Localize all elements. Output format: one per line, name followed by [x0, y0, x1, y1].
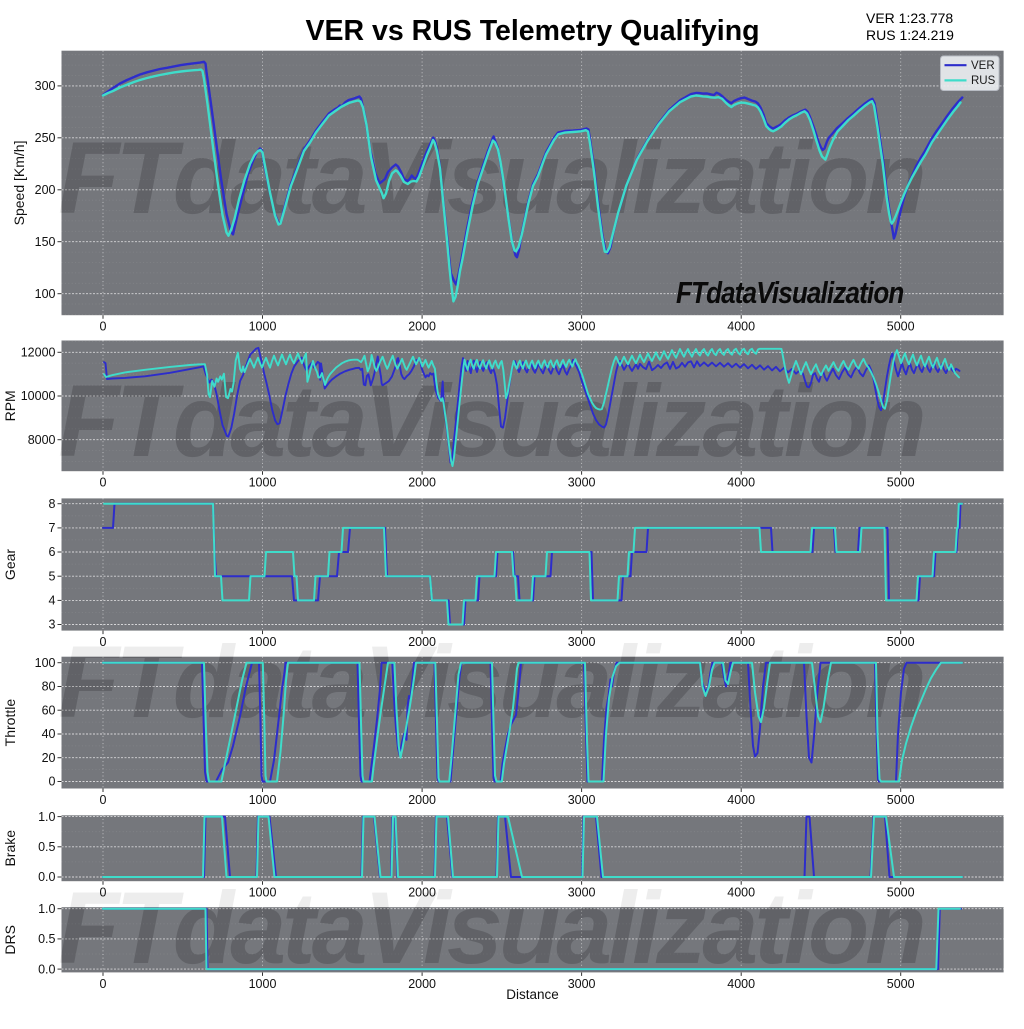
svg-text:300: 300 — [35, 79, 56, 93]
svg-text:1000: 1000 — [249, 476, 277, 490]
svg-text:FTdataVisualization: FTdataVisualization — [58, 871, 923, 985]
svg-text:Throttle: Throttle — [2, 699, 18, 747]
svg-text:150: 150 — [35, 235, 56, 249]
svg-text:3000: 3000 — [568, 635, 596, 649]
svg-text:FTdataVisualization: FTdataVisualization — [58, 364, 923, 478]
svg-text:Speed [Km/h]: Speed [Km/h] — [11, 141, 27, 226]
svg-text:4000: 4000 — [727, 635, 755, 649]
svg-text:0.5: 0.5 — [38, 932, 55, 946]
svg-text:0: 0 — [100, 793, 107, 807]
svg-text:0: 0 — [100, 977, 107, 991]
svg-text:200: 200 — [35, 183, 56, 197]
svg-text:2000: 2000 — [408, 320, 436, 334]
svg-text:0.0: 0.0 — [38, 962, 55, 976]
svg-text:100: 100 — [35, 287, 56, 301]
svg-text:RUS: RUS — [971, 75, 996, 87]
svg-text:5000: 5000 — [887, 977, 915, 991]
svg-text:FTdataVisualization: FTdataVisualization — [58, 121, 923, 235]
svg-text:Gear: Gear — [2, 549, 18, 580]
svg-text:20: 20 — [42, 751, 56, 765]
svg-text:FTdataVisualization: FTdataVisualization — [676, 276, 904, 311]
svg-text:80: 80 — [42, 680, 56, 694]
svg-text:2000: 2000 — [408, 476, 436, 490]
svg-text:60: 60 — [42, 703, 56, 717]
svg-text:0: 0 — [49, 775, 56, 789]
svg-text:4000: 4000 — [727, 476, 755, 490]
svg-text:0.0: 0.0 — [38, 870, 55, 884]
svg-text:5000: 5000 — [887, 320, 915, 334]
svg-text:4000: 4000 — [727, 793, 755, 807]
svg-text:0: 0 — [100, 886, 107, 900]
svg-text:5000: 5000 — [887, 476, 915, 490]
svg-text:VER 1:23.778: VER 1:23.778 — [866, 10, 953, 26]
svg-text:1000: 1000 — [249, 886, 277, 900]
svg-text:2000: 2000 — [408, 886, 436, 900]
svg-text:8000: 8000 — [28, 433, 56, 447]
svg-text:0: 0 — [100, 635, 107, 649]
svg-text:12000: 12000 — [21, 346, 56, 360]
svg-text:4000: 4000 — [727, 977, 755, 991]
svg-text:2000: 2000 — [408, 977, 436, 991]
svg-text:1000: 1000 — [249, 635, 277, 649]
svg-text:1000: 1000 — [249, 320, 277, 334]
svg-text:3: 3 — [49, 618, 56, 632]
svg-text:VER: VER — [971, 60, 995, 72]
svg-text:3000: 3000 — [568, 886, 596, 900]
svg-text:4: 4 — [49, 594, 56, 608]
svg-text:RUS 1:24.219: RUS 1:24.219 — [866, 27, 954, 43]
svg-text:1.0: 1.0 — [38, 902, 55, 916]
svg-text:7: 7 — [49, 521, 56, 535]
svg-text:10000: 10000 — [21, 389, 56, 403]
svg-text:5000: 5000 — [887, 635, 915, 649]
svg-text:2000: 2000 — [408, 635, 436, 649]
svg-text:1000: 1000 — [249, 977, 277, 991]
svg-text:5000: 5000 — [887, 793, 915, 807]
svg-text:0.5: 0.5 — [38, 840, 55, 854]
svg-text:Brake: Brake — [2, 830, 18, 867]
svg-text:5000: 5000 — [887, 886, 915, 900]
svg-text:1000: 1000 — [249, 793, 277, 807]
svg-text:3000: 3000 — [568, 793, 596, 807]
svg-text:3000: 3000 — [568, 320, 596, 334]
svg-text:DRS: DRS — [2, 925, 18, 955]
svg-text:3000: 3000 — [568, 476, 596, 490]
svg-text:6: 6 — [49, 545, 56, 559]
svg-text:Distance: Distance — [506, 987, 559, 1002]
svg-text:0: 0 — [100, 476, 107, 490]
svg-text:4000: 4000 — [727, 886, 755, 900]
svg-text:5: 5 — [49, 569, 56, 583]
svg-text:RPM: RPM — [2, 390, 18, 421]
svg-text:VER vs RUS Telemetry Qualifyin: VER vs RUS Telemetry Qualifying — [305, 15, 759, 47]
svg-text:2000: 2000 — [408, 793, 436, 807]
svg-text:4000: 4000 — [727, 320, 755, 334]
svg-text:FTdataVisualization: FTdataVisualization — [58, 364, 923, 478]
svg-text:1.0: 1.0 — [38, 810, 55, 824]
svg-text:40: 40 — [42, 727, 56, 741]
svg-text:250: 250 — [35, 131, 56, 145]
svg-text:0: 0 — [100, 320, 107, 334]
svg-text:100: 100 — [35, 656, 56, 670]
svg-text:3000: 3000 — [568, 977, 596, 991]
svg-text:8: 8 — [49, 497, 56, 511]
